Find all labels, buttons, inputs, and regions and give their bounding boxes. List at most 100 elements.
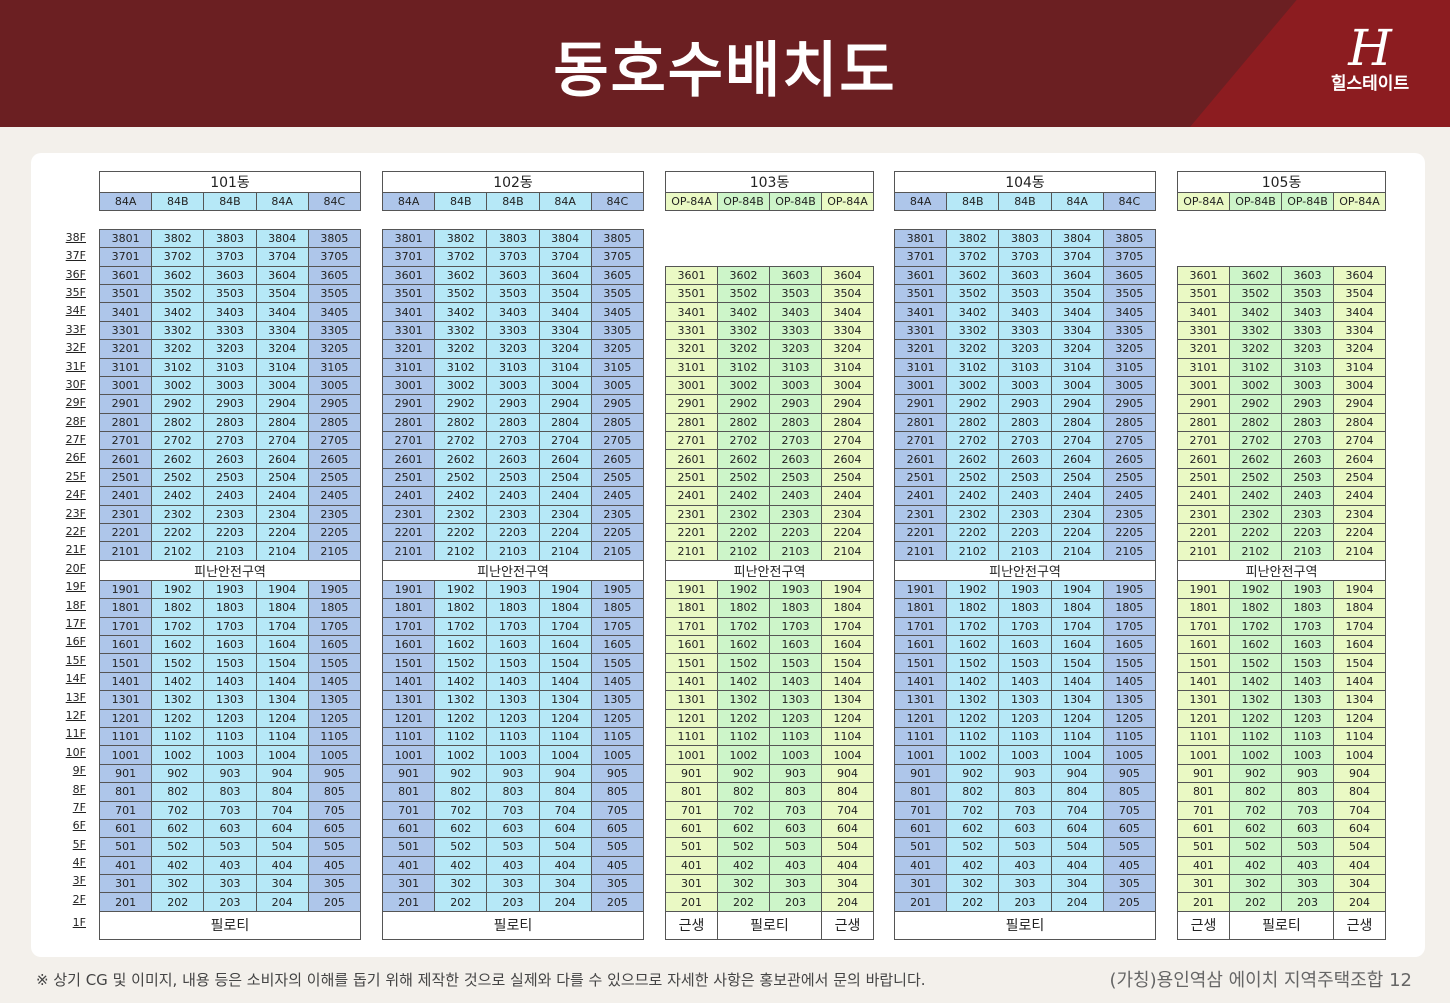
unit-cell: 3502 <box>434 283 488 304</box>
unit-cell: 3001 <box>665 375 718 396</box>
unit-cell: 3602 <box>946 265 1000 285</box>
unit-cell: 703 <box>998 800 1052 820</box>
unit-cell: 803 <box>203 782 257 802</box>
unit-cell: 1103 <box>1281 726 1334 747</box>
unit-cell: 3305 <box>307 320 362 341</box>
unit-cell: 1902 <box>717 579 770 600</box>
unit-cell: 1503 <box>203 653 257 673</box>
unit-cell: 2801 <box>381 412 436 433</box>
unit-cell: 2904 <box>1050 394 1104 414</box>
unit-cell: 2804 <box>1332 412 1387 433</box>
unit-cell: 1205 <box>590 708 645 728</box>
unit-cell: 3204 <box>538 339 592 359</box>
unit-cell: 3603 <box>486 265 540 285</box>
unit-cell: 904 <box>1050 763 1104 784</box>
unit-cell: 902 <box>1229 763 1282 784</box>
unit-cell: 201 <box>665 892 718 912</box>
unit-type: OP-84B <box>717 191 770 212</box>
unit-cell: 2605 <box>590 449 645 469</box>
unit-cell: 403 <box>769 855 822 876</box>
floor-label: 9F <box>72 764 86 778</box>
floor-label: 27F <box>65 433 86 447</box>
unit-cell: 2102 <box>151 541 205 561</box>
unit-cell: 3104 <box>820 357 875 377</box>
unit-cell: 3102 <box>946 357 1000 377</box>
unit-cell: 704 <box>820 800 875 820</box>
unit-cell: 1504 <box>1050 653 1104 673</box>
unit-cell: 2703 <box>486 431 540 451</box>
unit-cell: 3601 <box>98 265 153 285</box>
unit-cell: 1102 <box>151 726 205 747</box>
unit-cell: 1201 <box>665 708 718 728</box>
unit-cell: 3501 <box>98 283 153 304</box>
unit-cell: 3005 <box>1102 375 1157 396</box>
unit-cell: 2503 <box>486 467 540 488</box>
floor-label: 34F <box>65 304 86 318</box>
unit-cell: 703 <box>769 800 822 820</box>
unit-cell: 705 <box>307 800 362 820</box>
unit-cell: 1705 <box>307 616 362 636</box>
unit-cell: 3401 <box>381 302 436 322</box>
unit-cell: 3504 <box>820 283 875 304</box>
unit-cell: 3402 <box>434 302 488 322</box>
unit-cell: 2405 <box>307 486 362 506</box>
unit-cell: 702 <box>946 800 1000 820</box>
unit-cell: 2502 <box>717 467 770 488</box>
unit-cell: 1303 <box>769 690 822 710</box>
unit-cell: 2302 <box>434 504 488 525</box>
unit-cell: 305 <box>1102 874 1157 894</box>
unit-cell: 2103 <box>486 541 540 561</box>
floor-label: 25F <box>65 469 86 483</box>
unit-cell: 1901 <box>665 579 718 600</box>
unit-type: 84B <box>203 191 257 212</box>
unit-cell: 1603 <box>203 634 257 655</box>
unit-cell: 1401 <box>98 671 153 692</box>
unit-cell: 803 <box>1281 782 1334 802</box>
unit-cell: 1104 <box>538 726 592 747</box>
building-name: 104동 <box>894 171 1156 193</box>
unit-cell: 2604 <box>820 449 875 469</box>
unit-cell: 301 <box>893 874 948 894</box>
unit-cell: 3801 <box>893 228 948 249</box>
unit-cell: 3405 <box>1102 302 1157 322</box>
unit-cell: 1602 <box>151 634 205 655</box>
unit-cell: 701 <box>893 800 948 820</box>
unit-cell: 1702 <box>434 616 488 636</box>
unit-cell: 303 <box>769 874 822 894</box>
unit-cell: 1104 <box>1050 726 1104 747</box>
unit-cell: 1004 <box>1050 745 1104 765</box>
unit-cell: 401 <box>1177 855 1230 876</box>
unit-cell: 3705 <box>307 247 362 267</box>
unit-cell: 3205 <box>1102 339 1157 359</box>
unit-cell: 3501 <box>665 283 718 304</box>
unit-cell: 404 <box>538 855 592 876</box>
unit-cell: 3102 <box>151 357 205 377</box>
unit-cell: 301 <box>665 874 718 894</box>
unit-cell: 3705 <box>1102 247 1157 267</box>
unit-cell: 3704 <box>255 247 309 267</box>
unit-cell: 2901 <box>98 394 153 414</box>
unit-cell: 3304 <box>538 320 592 341</box>
unit-cell: 1505 <box>590 653 645 673</box>
unit-cell: 1702 <box>151 616 205 636</box>
unit-cell: 2705 <box>590 431 645 451</box>
unit-cell: 302 <box>717 874 770 894</box>
unit-cell: 2503 <box>998 467 1052 488</box>
unit-cell: 2502 <box>434 467 488 488</box>
unit-cell: 1202 <box>1229 708 1282 728</box>
unit-type: OP-84B <box>769 191 822 212</box>
empty-floor <box>666 229 874 247</box>
unit-type: 84B <box>486 191 540 212</box>
unit-cell: 1905 <box>590 579 645 600</box>
unit-cell: 1202 <box>151 708 205 728</box>
unit-cell: 1501 <box>1177 653 1230 673</box>
unit-cell: 2905 <box>590 394 645 414</box>
unit-cell: 2703 <box>998 431 1052 451</box>
unit-cell: 302 <box>434 874 488 894</box>
unit-cell: 1105 <box>307 726 362 747</box>
unit-cell: 802 <box>434 782 488 802</box>
unit-cell: 903 <box>486 763 540 784</box>
unit-cell: 3002 <box>946 375 1000 396</box>
unit-cell: 2805 <box>590 412 645 433</box>
unit-cell: 2603 <box>998 449 1052 469</box>
